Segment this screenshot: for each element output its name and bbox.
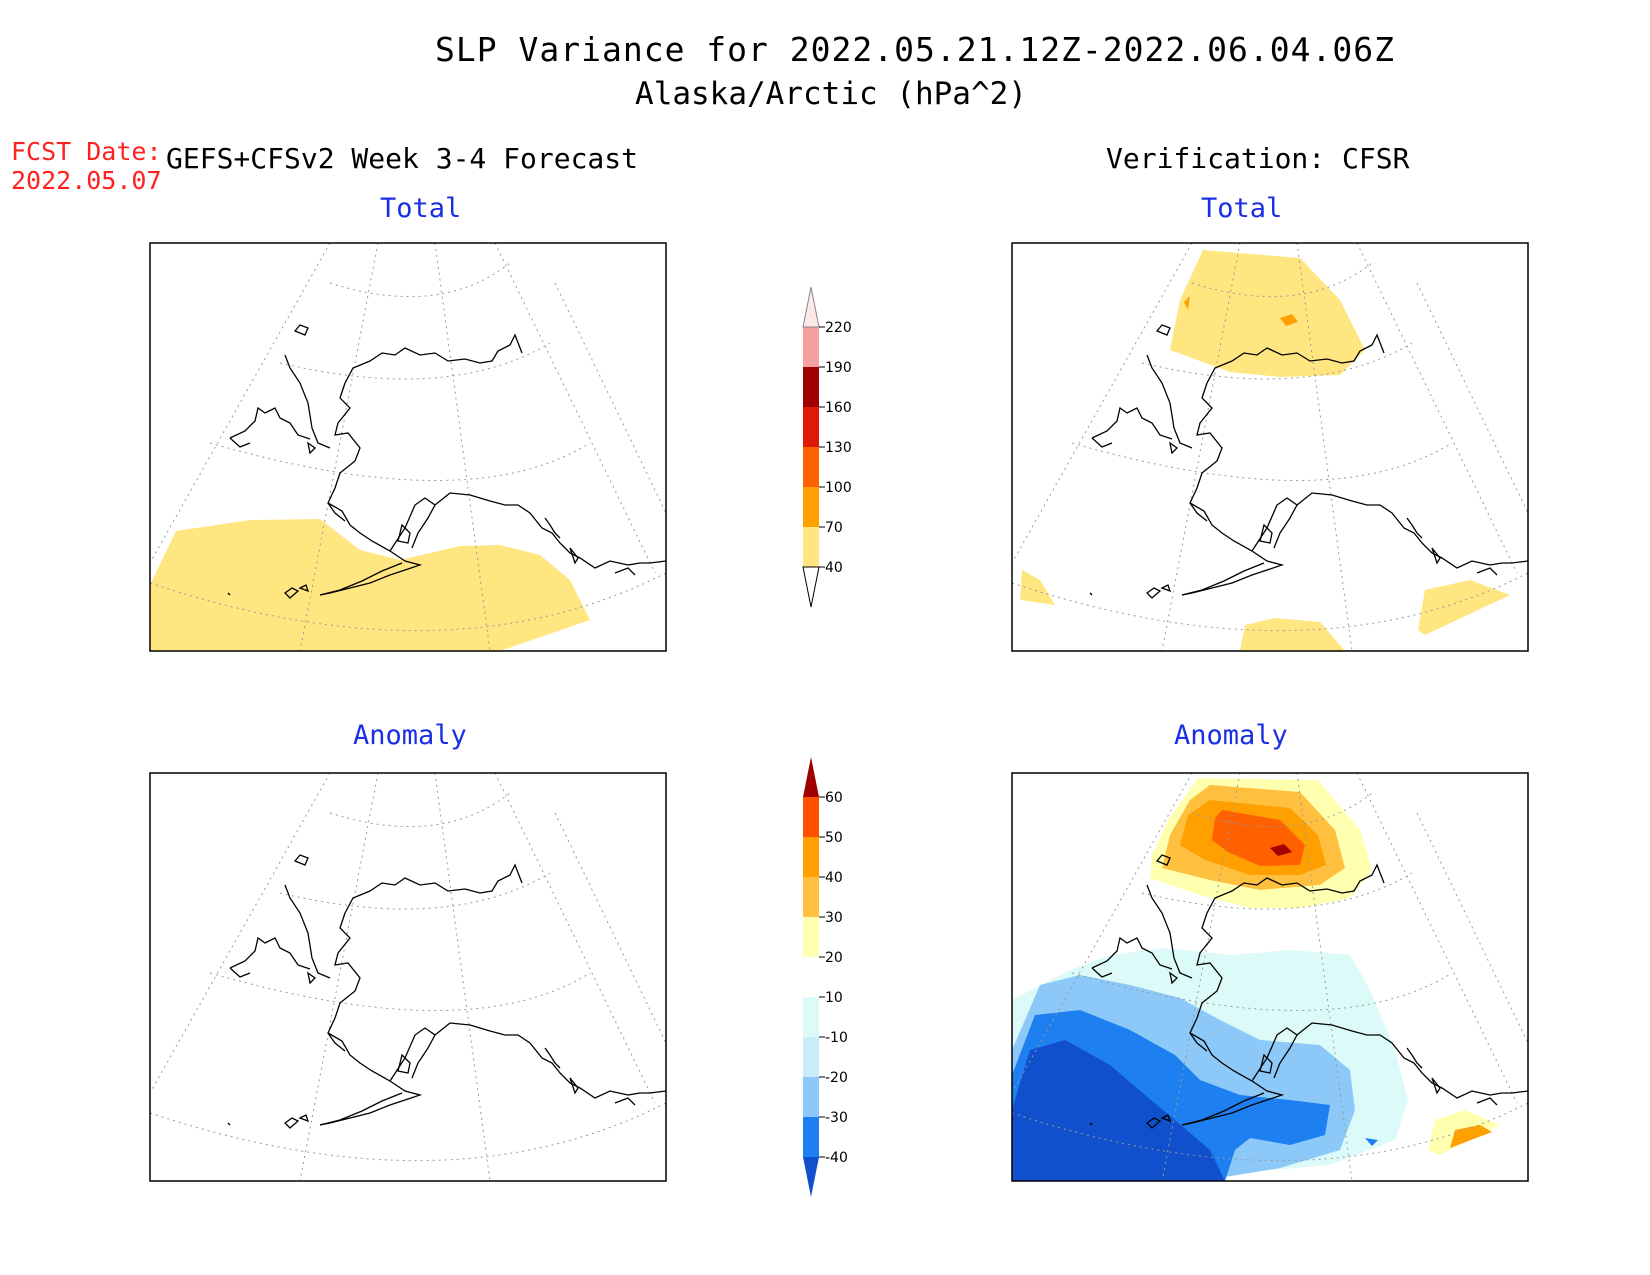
colorbar-segment bbox=[803, 407, 819, 447]
colorbar-tick-label: 60 bbox=[825, 790, 843, 806]
colorbar-tick-label: 10 bbox=[825, 990, 843, 1006]
colorbar-tick-label: 30 bbox=[825, 910, 843, 926]
verification-total-map bbox=[1011, 242, 1529, 652]
variance-contour bbox=[1240, 618, 1345, 651]
colorbar-tick-label: 160 bbox=[825, 400, 852, 416]
anomaly-colorbar: -40 -30 -20 -10 10 20 30 40 50 60 bbox=[803, 757, 848, 1197]
variance-contour bbox=[1418, 580, 1510, 635]
anomaly-contour bbox=[1450, 1125, 1492, 1148]
colorbar-tick-label: 100 bbox=[825, 480, 852, 496]
colorbar-segment bbox=[803, 957, 819, 997]
colorbar-bottom-arrow bbox=[802, 566, 820, 608]
anomaly-contour bbox=[1365, 1138, 1378, 1146]
forecast-anomaly-title: Anomaly bbox=[353, 720, 467, 751]
colorbar-tick-label: 130 bbox=[825, 440, 852, 456]
variance-contour bbox=[1184, 296, 1190, 310]
colorbar-top-arrow bbox=[802, 286, 820, 328]
colorbar-tick-label: 190 bbox=[825, 360, 852, 376]
verification-anomaly-title: Anomaly bbox=[1174, 720, 1288, 751]
colorbar-segment bbox=[803, 917, 819, 957]
colorbar-segment bbox=[803, 1077, 819, 1117]
variance-contour bbox=[1170, 250, 1365, 377]
colorbar-segment bbox=[803, 527, 819, 567]
colorbar-segment bbox=[803, 1037, 819, 1077]
colorbar-tick-label: -40 bbox=[825, 1150, 848, 1166]
colorbar-segment bbox=[803, 837, 819, 877]
colorbar-segment bbox=[803, 367, 819, 407]
forecast-total-map bbox=[149, 242, 667, 652]
colorbar-tick-label: 50 bbox=[825, 830, 843, 846]
colorbar-tick-label: 40 bbox=[825, 870, 843, 886]
colorbar-tick-label: 20 bbox=[825, 950, 843, 966]
map-subtitle: Alaska/Arctic (hPa^2) bbox=[635, 76, 1027, 112]
colorbar-segment bbox=[803, 797, 819, 837]
colorbar-segment bbox=[803, 487, 819, 527]
forecast-anomaly-map bbox=[149, 772, 667, 1182]
verification-anomaly-map bbox=[1011, 772, 1529, 1182]
forecast-date-value: 2022.05.07 bbox=[11, 166, 162, 195]
anomaly-contour bbox=[1012, 1040, 1225, 1181]
colorbar-tick-label: 220 bbox=[825, 320, 852, 336]
colorbar-top-arrow bbox=[803, 757, 819, 797]
colorbar-segment bbox=[803, 877, 819, 917]
colorbar-tick-label: 70 bbox=[825, 520, 843, 536]
colorbar-segment bbox=[803, 447, 819, 487]
variance-contour bbox=[150, 519, 590, 651]
colorbar-bottom-arrow bbox=[803, 1157, 819, 1197]
colorbar-segment bbox=[803, 1117, 819, 1157]
colorbar-tick-label: -30 bbox=[825, 1110, 848, 1126]
verification-total-title: Total bbox=[1201, 193, 1283, 224]
forecast-total-title: Total bbox=[380, 193, 462, 224]
colorbar-tick-label: -20 bbox=[825, 1070, 848, 1086]
variance-contour bbox=[1280, 314, 1298, 326]
colorbar-segment bbox=[803, 327, 819, 367]
total-colorbar: 40 70 100 130 160 190 220 bbox=[802, 286, 852, 608]
map-title: SLP Variance for 2022.05.21.12Z-2022.06.… bbox=[435, 30, 1395, 69]
forecast-date-label: FCST Date: bbox=[11, 137, 162, 166]
colorbar-tick-label: 40 bbox=[825, 560, 843, 576]
colorbar-segment bbox=[803, 997, 819, 1037]
variance-contour bbox=[1020, 570, 1055, 605]
anomaly-contour bbox=[1270, 844, 1292, 856]
verification-header: Verification: CFSR bbox=[1106, 142, 1410, 175]
colorbar-tick-label: -10 bbox=[825, 1030, 848, 1046]
forecast-model-header: GEFS+CFSv2 Week 3-4 Forecast bbox=[166, 142, 639, 175]
